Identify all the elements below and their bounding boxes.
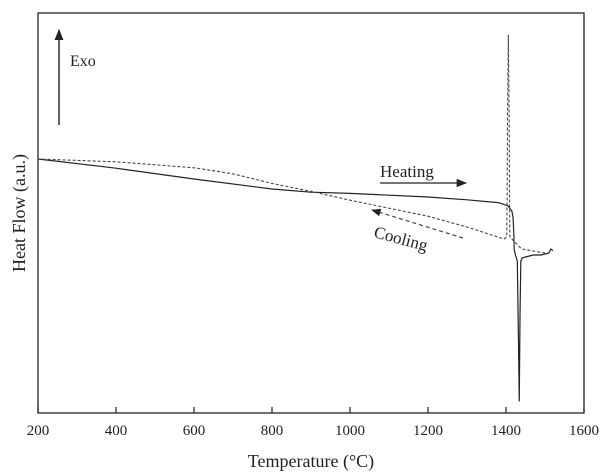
x-axis-ticks: 200 400 600 800 1000 1200 1400 1600 [27, 407, 599, 439]
cooling-arrow [371, 208, 464, 239]
x-tick-label: 1400 [491, 423, 521, 439]
y-axis-title: Heat Flow (a.u.) [9, 154, 30, 272]
x-tick-label: 1000 [335, 423, 365, 439]
x-tick-label: 200 [27, 423, 50, 439]
x-tick-label: 1200 [413, 423, 443, 439]
heating-label: Heating [380, 162, 434, 181]
x-tick-label: 800 [261, 423, 284, 439]
x-axis-title: Temperature (°C) [248, 451, 374, 472]
series-line-heating [37, 158, 554, 402]
plot-frame [37, 12, 585, 414]
series-layer [37, 34, 554, 402]
cooling-label: Cooling [372, 223, 430, 256]
exo-label: Exo [70, 53, 96, 70]
x-tick-label: 400 [105, 423, 128, 439]
x-tick-label: 600 [183, 423, 206, 439]
x-tick-label: 1600 [569, 423, 599, 439]
series-line-cooling [37, 34, 546, 254]
